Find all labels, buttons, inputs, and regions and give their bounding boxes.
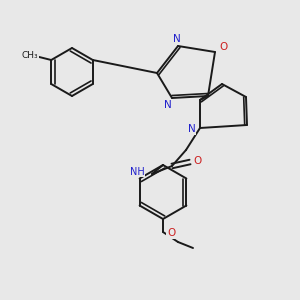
Text: CH₃: CH₃	[22, 50, 38, 59]
Text: NH: NH	[130, 167, 145, 177]
Text: N: N	[164, 100, 172, 110]
Text: N: N	[188, 124, 196, 134]
Text: O: O	[167, 228, 175, 238]
Text: N: N	[173, 34, 181, 44]
Text: O: O	[219, 42, 227, 52]
Text: O: O	[194, 156, 202, 166]
